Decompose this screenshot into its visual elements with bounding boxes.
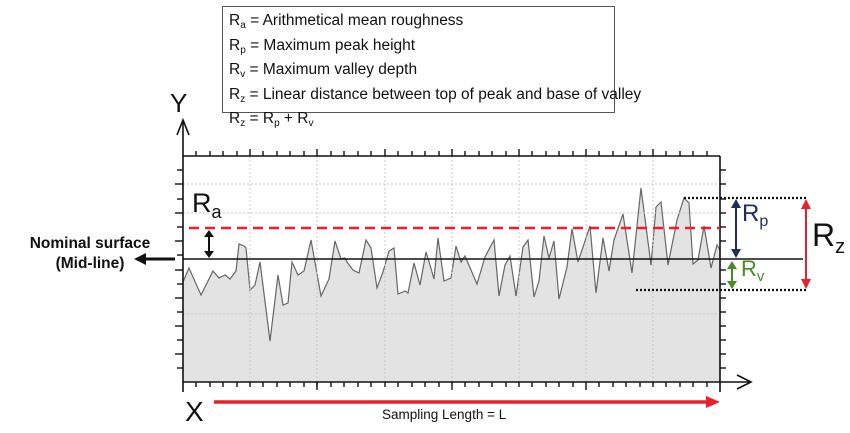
x-axis-label: X xyxy=(185,396,204,427)
ra-label: Ra xyxy=(192,188,222,222)
extent-lines xyxy=(636,196,806,292)
nominal-arrow xyxy=(134,253,175,265)
axis-ticks xyxy=(175,169,726,369)
legend-rz-definition: Rz = Linear distance between top of peak… xyxy=(229,85,642,105)
nominal-surface-label: Nominal surface (Mid-line) xyxy=(2,234,178,274)
grid-lines xyxy=(183,156,720,382)
rp-label: Rp xyxy=(742,200,769,230)
top-bottom-ticks xyxy=(195,149,708,390)
y-axis-label: Y xyxy=(170,88,188,118)
surface-profile-line xyxy=(182,187,721,342)
nominal-surface-line1: Nominal surface xyxy=(29,235,151,252)
sampling-length-label: Sampling Length = L xyxy=(382,407,507,422)
rz-label: Rz xyxy=(812,217,846,258)
legend-rz-formula: Rz = Rp + Rv xyxy=(229,110,314,129)
ra-arrow xyxy=(204,230,214,258)
rz-arrow xyxy=(801,199,811,289)
rv-arrow xyxy=(727,261,737,289)
nominal-surface-line2: (Mid-line) xyxy=(55,255,125,272)
rv-label: Rv xyxy=(741,256,765,285)
legend-ra: Ra = Arithmetical mean roughness xyxy=(229,12,464,31)
y-axis xyxy=(176,117,190,392)
legend-rp: Rp = Maximum peak height xyxy=(229,36,416,56)
sampling-length-arrow xyxy=(214,396,720,408)
rp-arrow xyxy=(731,199,741,258)
legend-box: Ra = Arithmetical mean roughness Rp = Ma… xyxy=(222,6,642,129)
legend-rv: Rv = Maximum valley depth xyxy=(229,61,418,80)
